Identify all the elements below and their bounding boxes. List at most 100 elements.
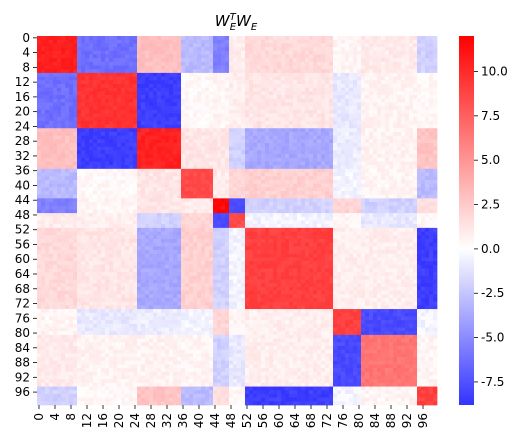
heatmap-cell [153, 39, 158, 44]
heatmap-cell [121, 198, 126, 203]
heatmap-cell [221, 183, 226, 188]
heatmap-cell [373, 176, 378, 181]
heatmap-cell [373, 58, 378, 63]
heatmap-cell [249, 98, 254, 103]
heatmap-cell [265, 131, 270, 136]
heatmap-cell [381, 58, 386, 63]
heatmap-cell [125, 128, 130, 133]
heatmap-cell [413, 76, 418, 81]
heatmap-cell [137, 213, 142, 218]
heatmap-cell [233, 54, 238, 59]
heatmap-cell [361, 54, 366, 59]
heatmap-cell [201, 179, 206, 184]
heatmap-cell [133, 202, 138, 207]
heatmap-cell [81, 135, 86, 140]
heatmap-cell [313, 128, 318, 133]
heatmap-cell [81, 187, 86, 192]
heatmap-cell [97, 83, 102, 89]
heatmap-cell [193, 98, 198, 103]
heatmap-cell [85, 39, 90, 44]
heatmap-cell [185, 194, 190, 199]
heatmap-cell [217, 69, 222, 74]
heatmap-cell [201, 209, 206, 214]
heatmap-cell [321, 194, 326, 199]
heatmap-cell [109, 117, 114, 122]
heatmap-cell [265, 117, 270, 122]
heatmap-cell [193, 194, 198, 199]
heatmap-cell [325, 54, 330, 59]
heatmap-cell [377, 172, 382, 177]
heatmap-cell [365, 50, 370, 55]
heatmap-cell [329, 213, 334, 218]
heatmap-cell [81, 91, 86, 96]
heatmap-cell [373, 187, 378, 192]
heatmap-cell [329, 216, 334, 221]
heatmap-cell [61, 135, 66, 140]
heatmap-cell [389, 124, 394, 129]
heatmap-cell [133, 135, 138, 140]
heatmap-cell [345, 216, 350, 221]
heatmap-cell [165, 157, 170, 162]
heatmap-cell [285, 39, 290, 44]
heatmap-cell [61, 120, 66, 125]
heatmap-cell [329, 102, 334, 107]
heatmap-cell [385, 117, 390, 122]
heatmap-cell [145, 157, 150, 162]
heatmap-cell [345, 183, 350, 188]
heatmap-cell [61, 209, 66, 214]
heatmap-cell [209, 209, 214, 214]
heatmap-cell [85, 98, 90, 103]
heatmap-cell [65, 213, 70, 218]
heatmap-cell [273, 113, 278, 118]
heatmap-cell [369, 187, 374, 192]
heatmap-cell [85, 58, 90, 63]
heatmap-cell [277, 117, 282, 122]
heatmap-cell [425, 102, 430, 107]
heatmap-cell [61, 91, 66, 96]
heatmap-cell [73, 65, 78, 70]
heatmap-cell [289, 213, 294, 218]
heatmap-cell [89, 135, 94, 140]
heatmap-cell [393, 120, 398, 125]
heatmap-cell [229, 102, 234, 107]
heatmap-cell [37, 194, 42, 199]
heatmap-cell [325, 83, 330, 89]
heatmap-cell [357, 120, 362, 125]
heatmap-cell [133, 106, 138, 111]
heatmap-cell [217, 135, 222, 140]
heatmap-cell [245, 157, 250, 162]
heatmap-cell [329, 95, 334, 100]
heatmap-cell [181, 87, 186, 92]
heatmap-cell [421, 179, 426, 184]
heatmap-cell [397, 146, 402, 151]
heatmap-cell [169, 168, 174, 173]
heatmap-cell [181, 213, 186, 218]
heatmap-cell [205, 209, 210, 214]
heatmap-cell [425, 176, 430, 181]
heatmap-cell [341, 102, 346, 107]
heatmap-cell [85, 150, 90, 155]
heatmap-cell [217, 205, 222, 210]
heatmap-cell [105, 80, 110, 85]
heatmap-cell [217, 113, 222, 118]
heatmap-cell [317, 39, 322, 44]
heatmap-cell [97, 135, 102, 140]
heatmap-cell [249, 83, 254, 89]
heatmap-cell [361, 194, 366, 199]
heatmap-cell [45, 124, 50, 129]
heatmap-cell [285, 87, 290, 92]
heatmap-cell [297, 187, 302, 192]
heatmap-cell [45, 72, 50, 77]
heatmap-cell [237, 76, 242, 81]
heatmap-cell [213, 124, 218, 129]
heatmap-cell [189, 216, 194, 221]
heatmap-cell [165, 54, 170, 59]
heatmap-cell [253, 50, 258, 55]
heatmap-cell [373, 198, 378, 203]
heatmap-cell [377, 102, 382, 107]
heatmap-cell [125, 172, 130, 177]
heatmap-cell [341, 124, 346, 129]
heatmap-cell [121, 176, 126, 181]
heatmap-cell [225, 113, 230, 118]
heatmap-cell [377, 183, 382, 188]
